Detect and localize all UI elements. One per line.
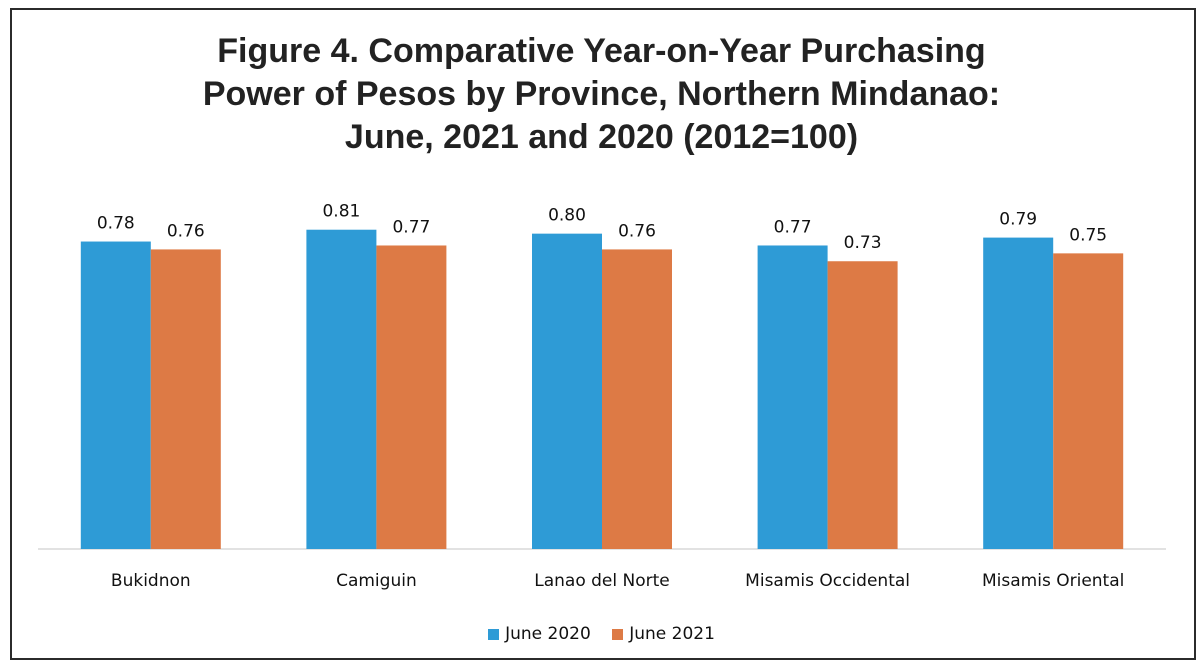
x-tick-label: Misamis Oriental: [982, 571, 1124, 591]
bar: [150, 249, 221, 549]
bar: [983, 237, 1054, 549]
data-label: 0.79: [999, 210, 1037, 230]
x-tick-label: Misamis Occidental: [745, 571, 910, 591]
bar: [532, 233, 602, 549]
data-label: 0.76: [618, 221, 656, 241]
chart-title-line: June, 2021 and 2020 (2012=100): [344, 118, 859, 156]
x-tick-label: Lanao del Norte: [534, 571, 670, 591]
bar: [602, 249, 672, 549]
data-label: 0.76: [167, 221, 205, 241]
legend-swatch: [488, 628, 500, 640]
data-label: 0.78: [97, 214, 135, 234]
chart-title-line: Figure 4. Comparative Year-on-Year Purch…: [217, 32, 986, 70]
bar: [306, 229, 377, 550]
legend-item: June 2020: [488, 624, 591, 644]
bar: [1053, 253, 1124, 549]
data-label: 0.80: [548, 206, 586, 226]
bar: [827, 261, 898, 549]
bar: [80, 241, 151, 549]
bar: [757, 245, 828, 549]
legend-label: June 2021: [629, 624, 715, 644]
data-label: 0.77: [774, 217, 812, 237]
chart-title: Figure 4. Comparative Year-on-Year Purch…: [0, 30, 1203, 159]
legend-item: June 2021: [612, 624, 715, 644]
legend-swatch: [612, 628, 624, 640]
data-label: 0.77: [392, 217, 430, 237]
data-label: 0.81: [322, 202, 360, 222]
data-label: 0.73: [844, 233, 882, 253]
legend-label: June 2020: [505, 624, 591, 644]
chart-title-line: Power of Pesos by Province, Northern Min…: [202, 75, 1001, 113]
x-tick-label: Bukidnon: [111, 571, 191, 591]
x-tick-label: Camiguin: [336, 571, 417, 591]
legend: June 2020 June 2021: [0, 624, 1203, 645]
data-label: 0.75: [1069, 225, 1107, 245]
bar: [376, 245, 447, 549]
